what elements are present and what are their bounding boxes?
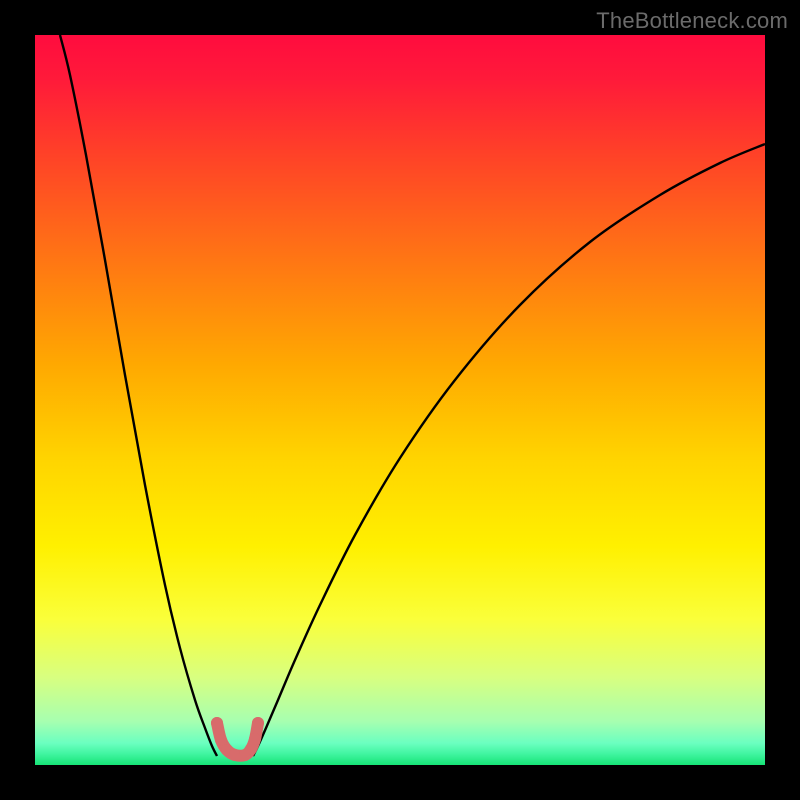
chart-container: TheBottleneck.com [0,0,800,800]
dip-marker-dot [211,717,223,729]
dip-marker-dot [249,733,261,745]
bottleneck-chart [0,0,800,800]
plot-background [35,35,765,765]
watermark-text: TheBottleneck.com [596,8,788,34]
dip-marker-dot [252,717,264,729]
dip-marker-dot [215,734,227,746]
